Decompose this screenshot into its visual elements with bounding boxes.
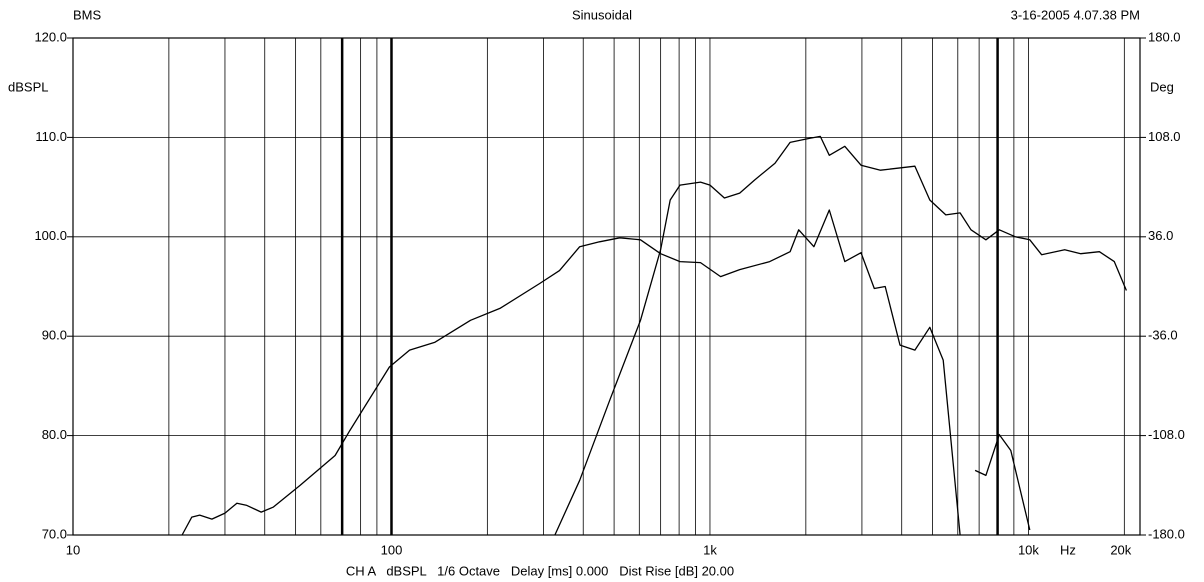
y2-tick-label: -36.0 — [1148, 328, 1178, 343]
x-tick-label: 20k — [1110, 542, 1131, 557]
x-axis-label: Hz — [1060, 542, 1076, 557]
y-tick-label: 80.0 — [42, 427, 67, 442]
x-tick-label: 100 — [381, 542, 403, 557]
y-tick-label: 110.0 — [35, 129, 67, 144]
data-line — [554, 135, 1127, 536]
footer: CH A dBSPL 1/6 Octave Delay [ms] 0.000 D… — [346, 563, 734, 578]
x-tick-label: 1k — [703, 542, 717, 557]
header-left: BMS — [73, 7, 102, 22]
y2-tick-label: -180.0 — [1148, 526, 1185, 541]
y-tick-label: 120.0 — [34, 29, 67, 44]
y2-tick-label: 36.0 — [1148, 228, 1173, 243]
y2-tick-label: -108.0 — [1148, 427, 1185, 442]
chart-title: Sinusoidal — [572, 7, 632, 22]
y-tick-label: 70.0 — [42, 526, 67, 541]
y2-tick-label: 180.0 — [1148, 29, 1181, 44]
y-axis-label: dBSPL — [8, 79, 48, 94]
data-line — [181, 209, 1031, 536]
x-tick-label: 10 — [66, 542, 80, 557]
y2-tick-label: 108.0 — [1148, 129, 1181, 144]
y-tick-label: 100.0 — [34, 228, 67, 243]
plot-frame — [72, 37, 1141, 536]
x-tick-label: 10k — [1018, 542, 1039, 557]
y2-axis-label: Deg — [1150, 79, 1174, 94]
header-right: 3-16-2005 4.07.38 PM — [1011, 7, 1140, 22]
y-tick-label: 90.0 — [42, 328, 67, 343]
